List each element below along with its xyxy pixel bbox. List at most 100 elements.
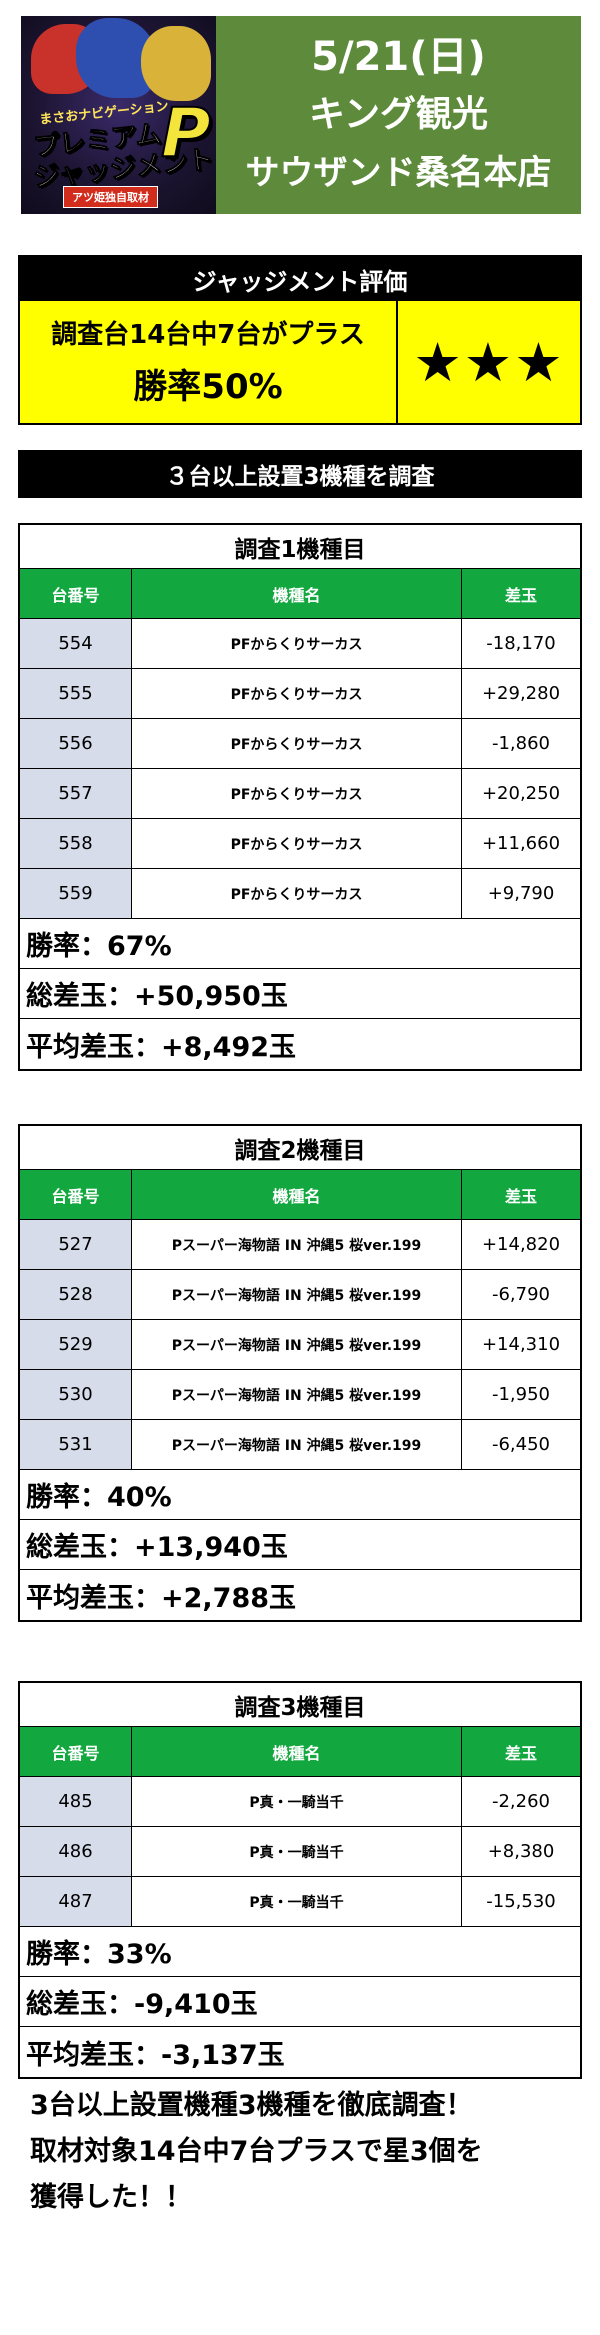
ball-difference: +9,790 [487,883,555,904]
premium-judgment-logo: まさおナビゲーション プレミアム ジャッジメント P アツ姫独自取材 [21,16,216,214]
conclusion-line3: 獲得した！！ [30,2182,192,2213]
total-difference: 総差玉：-9,410玉 [20,1977,580,2027]
machine-name: PFからくりサーカス [132,619,462,668]
machine-name: PFからくりサーカス [132,769,462,818]
machine-number: 487 [20,1877,132,1926]
machine-number: 530 [20,1370,132,1419]
table-row: 557 PFからくりサーカス +20,250 [20,769,580,819]
table-row: 487 P真・一騎当千 -15,530 [20,1877,580,1927]
header-info: 5/21(日) キング観光 サウザンド桑名本店 [216,16,581,214]
ball-difference: -1,950 [491,1384,551,1405]
judgment-title: ジャッジメント評価 [20,257,580,301]
judgment-win-rate: 勝率50% [133,367,283,407]
machine-number: 556 [20,719,132,768]
machine-name: P真・一騎当千 [132,1877,462,1926]
judgment-body: 調査台14台中7台がプラス 勝率50% ★★★ [20,301,580,423]
table-row: 559 PFからくりサーカス +9,790 [20,869,580,919]
table-header: 台番号 機種名 差玉 [20,1170,580,1220]
machine-number: 555 [20,669,132,718]
column-header-diff: 差玉 [504,585,537,605]
store-name-line2: サウザンド桑名本店 [245,153,552,193]
win-rate: 勝率：67% [20,919,580,969]
table-row: 531 Pスーパー海物語 IN 沖縄5 桜ver.199 -6,450 [20,1420,580,1470]
machine-name: Pスーパー海物語 IN 沖縄5 桜ver.199 [132,1270,462,1319]
survey-table-3: 調査3機種目 台番号 機種名 差玉 485 P真・一騎当千 -2,260 486… [18,1681,582,2079]
table-row: 528 Pスーパー海物語 IN 沖縄5 桜ver.199 -6,790 [20,1270,580,1320]
average-difference: 平均差玉：+8,492玉 [26,1031,297,1063]
machine-number: 531 [20,1420,132,1469]
win-rate: 勝率：33% [20,1927,580,1977]
machine-number: 529 [20,1320,132,1369]
table-row: 529 Pスーパー海物語 IN 沖縄5 桜ver.199 +14,310 [20,1320,580,1370]
machine-name: Pスーパー海物語 IN 沖縄5 桜ver.199 [132,1420,462,1469]
conclusion-line2: 取材対象14台中7台プラスで星3個を [30,2136,483,2167]
table-row: 486 P真・一騎当千 +8,380 [20,1827,580,1877]
ball-difference: +20,250 [481,783,561,804]
column-header-name: 機種名 [132,569,462,618]
column-header-number: 台番号 [20,569,132,618]
header-banner: まさおナビゲーション プレミアム ジャッジメント P アツ姫独自取材 5/21(… [21,16,581,214]
ball-difference: +29,280 [481,683,561,704]
table-title: 調査1機種目 [20,525,580,569]
machine-name: PFからくりサーカス [132,669,462,718]
column-header-number: 台番号 [20,1170,132,1219]
survey-banner: ３台以上設置3機種を調査 [18,450,582,498]
column-header-diff: 差玉 [504,1743,537,1763]
star-rating: ★★★ [398,301,580,423]
column-header-name: 機種名 [132,1727,462,1776]
ball-difference: -15,530 [486,1891,556,1912]
table-row: 554 PFからくりサーカス -18,170 [20,619,580,669]
store-name-line1: キング観光 [309,94,488,135]
table-row: 527 Pスーパー海物語 IN 沖縄5 桜ver.199 +14,820 [20,1220,580,1270]
column-header-number: 台番号 [20,1727,132,1776]
ball-difference: +14,820 [481,1234,561,1255]
conclusion-text: 3台以上設置機種3機種を徹底調査！ 取材対象14台中7台プラスで星3個を 獲得し… [30,2083,570,2221]
ball-difference: +14,310 [481,1334,561,1355]
ball-difference: -2,260 [491,1791,551,1812]
average-difference: 平均差玉：+2,788玉 [26,1582,297,1614]
table-row: 556 PFからくりサーカス -1,860 [20,719,580,769]
machine-name: PFからくりサーカス [132,819,462,868]
conclusion-line1: 3台以上設置機種3機種を徹底調査！ [30,2090,473,2121]
table-title: 調査2機種目 [20,1126,580,1170]
machine-name: PFからくりサーカス [132,719,462,768]
ball-difference: +8,380 [487,1841,555,1862]
judgment-plus-count: 調査台14台中7台がプラス [51,320,365,350]
ball-difference: -6,790 [491,1284,551,1305]
table-header: 台番号 機種名 差玉 [20,1727,580,1777]
ball-difference: -18,170 [486,633,556,654]
survey-table-2: 調査2機種目 台番号 機種名 差玉 527 Pスーパー海物語 IN 沖縄5 桜v… [18,1124,582,1622]
survey-table-1: 調査1機種目 台番号 機種名 差玉 554 PFからくりサーカス -18,170… [18,523,582,1071]
event-date: 5/21(日) [311,34,486,80]
machine-number: 557 [20,769,132,818]
judgment-box: ジャッジメント評価 調査台14台中7台がプラス 勝率50% ★★★ [18,255,582,425]
logo-badge: アツ姫独自取材 [63,186,158,208]
machine-name: Pスーパー海物語 IN 沖縄5 桜ver.199 [132,1220,462,1269]
machine-number: 559 [20,869,132,918]
ball-difference: -6,450 [491,1434,551,1455]
machine-name: Pスーパー海物語 IN 沖縄5 桜ver.199 [132,1370,462,1419]
table-row: 555 PFからくりサーカス +29,280 [20,669,580,719]
machine-name: P真・一騎当千 [132,1827,462,1876]
machine-name: P真・一騎当千 [132,1777,462,1826]
total-difference: 総差玉：+13,940玉 [20,1520,580,1570]
machine-number: 558 [20,819,132,868]
column-header-diff: 差玉 [504,1186,537,1206]
machine-number: 554 [20,619,132,668]
ball-difference: +11,660 [481,833,561,854]
average-difference: 平均差玉：-3,137玉 [26,2039,285,2071]
win-rate: 勝率：40% [20,1470,580,1520]
table-row: 558 PFからくりサーカス +11,660 [20,819,580,869]
machine-name: Pスーパー海物語 IN 沖縄5 桜ver.199 [132,1320,462,1369]
logo-letter-p: P [160,93,212,174]
machine-number: 527 [20,1220,132,1269]
column-header-name: 機種名 [132,1170,462,1219]
table-header: 台番号 機種名 差玉 [20,569,580,619]
table-row: 485 P真・一騎当千 -2,260 [20,1777,580,1827]
judgment-summary: 調査台14台中7台がプラス 勝率50% [20,301,398,423]
machine-number: 528 [20,1270,132,1319]
machine-name: PFからくりサーカス [132,869,462,918]
table-title: 調査3機種目 [20,1683,580,1727]
machine-number: 485 [20,1777,132,1826]
machine-number: 486 [20,1827,132,1876]
